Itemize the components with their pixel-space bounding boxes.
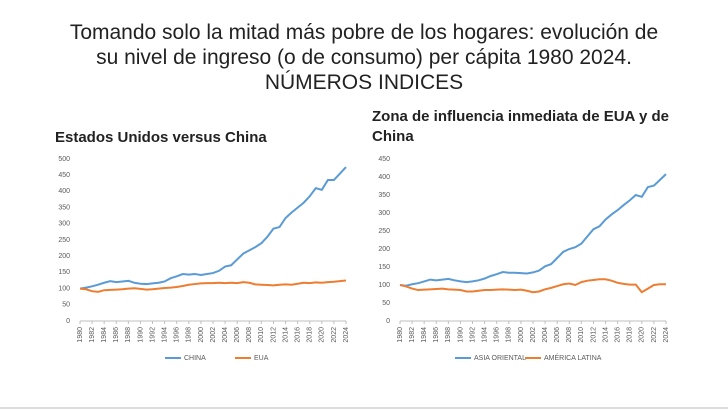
x-tick-label: 2004 (542, 327, 549, 343)
x-tick-label: 2008 (246, 327, 253, 343)
x-tick-label: 2016 (614, 327, 621, 343)
y-tick-label: 350 (378, 192, 390, 199)
x-tick-label: 2024 (343, 327, 350, 343)
x-tick-label: 2006 (554, 327, 561, 343)
x-tick-label: 2010 (258, 327, 265, 343)
x-tick-label: 2022 (331, 327, 338, 343)
x-tick-label: 2012 (590, 327, 597, 343)
x-tick-label: 1990 (457, 327, 464, 343)
y-tick-label: 250 (58, 237, 70, 244)
slide-title: NÚMEROS INDICES (264, 71, 464, 94)
series-line (79, 279, 347, 293)
x-tick-label: 2018 (627, 327, 634, 343)
chart-title: Estados Unidos versus China (55, 129, 267, 146)
x-tick-label: 2002 (210, 327, 217, 343)
x-tick-label: 1980 (77, 327, 84, 343)
x-tick-label: 1986 (433, 327, 440, 343)
x-tick-label: 1982 (89, 327, 96, 343)
x-tick-label: 1996 (174, 327, 181, 343)
y-tick-label: 50 (382, 300, 390, 307)
x-tick-label: 2014 (282, 327, 289, 343)
slide-title: su nivel de ingreso (o de consumo) per c… (96, 46, 632, 69)
x-tick-label: 1980 (397, 327, 404, 343)
x-tick-label: 1982 (409, 327, 416, 343)
x-tick-label: 2022 (651, 327, 658, 343)
x-tick-label: 2010 (578, 327, 585, 343)
x-tick-label: 2020 (319, 327, 326, 343)
y-tick-label: 200 (58, 253, 70, 260)
x-tick-label: 2014 (602, 327, 609, 343)
chart-title: Zona de influencia inmediata de EUA y de… (372, 108, 670, 145)
x-tick-label: 1984 (101, 327, 108, 343)
x-tick-label: 2012 (270, 327, 277, 343)
x-tick-label: 2008 (566, 327, 573, 343)
series-line (399, 173, 667, 287)
y-tick-label: 100 (378, 282, 390, 289)
x-tick-label: 1998 (186, 327, 193, 343)
x-tick-label: 1994 (481, 327, 488, 343)
y-tick-label: 300 (58, 221, 70, 228)
x-tick-label: 2002 (530, 327, 537, 343)
slide-title: Tomando solo la mitad más pobre de los h… (69, 21, 659, 44)
x-tick-label: 1996 (494, 327, 501, 343)
legend-label: AMÉRICA LATINA (544, 353, 602, 362)
y-tick-label: 100 (58, 285, 70, 292)
series-line (399, 278, 666, 294)
x-tick-label: 1990 (137, 327, 144, 343)
y-tick-label: 150 (378, 264, 390, 271)
x-tick-label: 1988 (125, 327, 132, 343)
x-tick-label: 1992 (149, 327, 156, 343)
x-tick-label: 2020 (639, 327, 646, 343)
x-tick-label: 1988 (445, 327, 452, 343)
x-tick-label: 1994 (161, 327, 168, 343)
x-tick-label: 1992 (469, 327, 476, 343)
x-tick-label: 1998 (506, 327, 513, 343)
x-tick-label: 1984 (421, 327, 428, 343)
x-tick-label: 2024 (663, 327, 670, 343)
y-tick-label: 400 (58, 188, 70, 195)
x-tick-label: 2000 (198, 327, 205, 343)
y-tick-label: 50 (62, 302, 70, 309)
x-tick-label: 2000 (518, 327, 525, 343)
y-tick-label: 500 (58, 156, 70, 163)
x-tick-label: 2004 (222, 327, 229, 343)
y-tick-label: 400 (378, 174, 390, 181)
y-tick-label: 250 (378, 228, 390, 235)
legend-label: ASIA ORIENTAL (474, 355, 526, 362)
legend-label: EUA (254, 355, 269, 362)
x-tick-label: 1986 (113, 327, 120, 343)
y-tick-label: 0 (66, 318, 70, 325)
x-tick-label: 2006 (234, 327, 241, 343)
x-tick-label: 2016 (294, 327, 301, 343)
y-tick-label: 450 (58, 172, 70, 179)
y-tick-label: 0 (386, 318, 390, 325)
series-line (79, 166, 347, 290)
y-tick-label: 300 (378, 210, 390, 217)
x-tick-label: 2018 (307, 327, 314, 343)
y-tick-label: 200 (378, 246, 390, 253)
legend-label: CHINA (184, 355, 206, 362)
y-tick-label: 350 (58, 204, 70, 211)
y-tick-label: 450 (378, 156, 390, 163)
y-tick-label: 150 (58, 269, 70, 276)
